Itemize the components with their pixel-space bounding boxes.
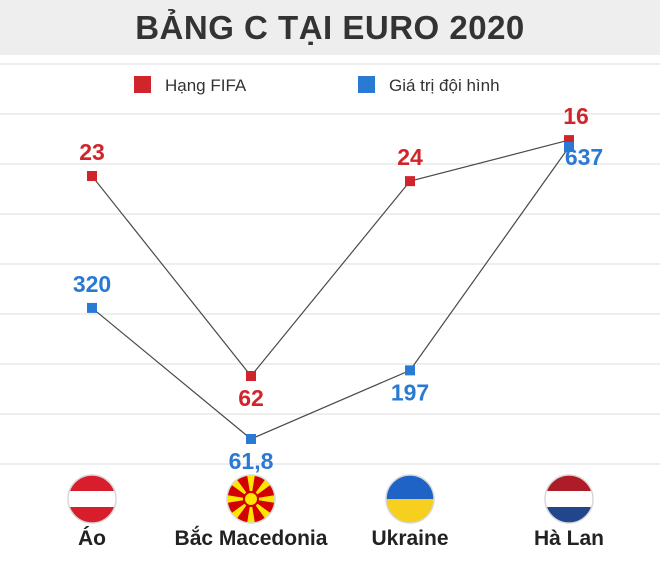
category-label: Hà Lan [533,527,604,550]
data-point [87,302,97,313]
data-label: 197 [391,379,429,405]
data-point [246,371,256,381]
grid-lines [0,63,660,465]
flag-border [67,474,117,524]
category-label: Bắc Macedonia [174,527,328,550]
legend-swatch [134,76,151,93]
flag-border [385,474,435,524]
series-points [87,135,574,444]
legend-label: Giá trị đội hình [389,76,500,95]
north-macedonia-flag [227,475,275,523]
data-point [405,365,415,376]
data-label: 23 [79,139,105,165]
series-line [91,146,570,440]
series-lines [91,139,570,440]
series-line [91,139,570,377]
data-label: 62 [238,385,264,411]
data-point [405,176,415,187]
legend-swatch [358,76,375,93]
flag-border [544,474,594,524]
flag-border [226,474,276,524]
data-point [564,142,574,152]
data-point [564,135,574,146]
legend: Hạng FIFA Giá trị đội hình [134,76,500,95]
category-label: Áo [78,527,106,550]
data-label: 16 [563,103,589,129]
data-labels: 23 62 24 16 320 61,8 197 637 [73,103,603,474]
flags [67,474,594,524]
data-label: 637 [565,144,603,170]
data-point [87,171,97,181]
title-bar: BẢNG C TẠI EURO 2020 [0,0,660,55]
data-label: 24 [397,144,423,170]
data-point [246,434,256,444]
chart-title: BẢNG C TẠI EURO 2020 [135,8,525,46]
legend-label: Hạng FIFA [165,76,247,95]
data-label: 320 [73,271,111,297]
category-label: Ukraine [371,527,449,550]
data-label: 61,8 [229,448,274,474]
